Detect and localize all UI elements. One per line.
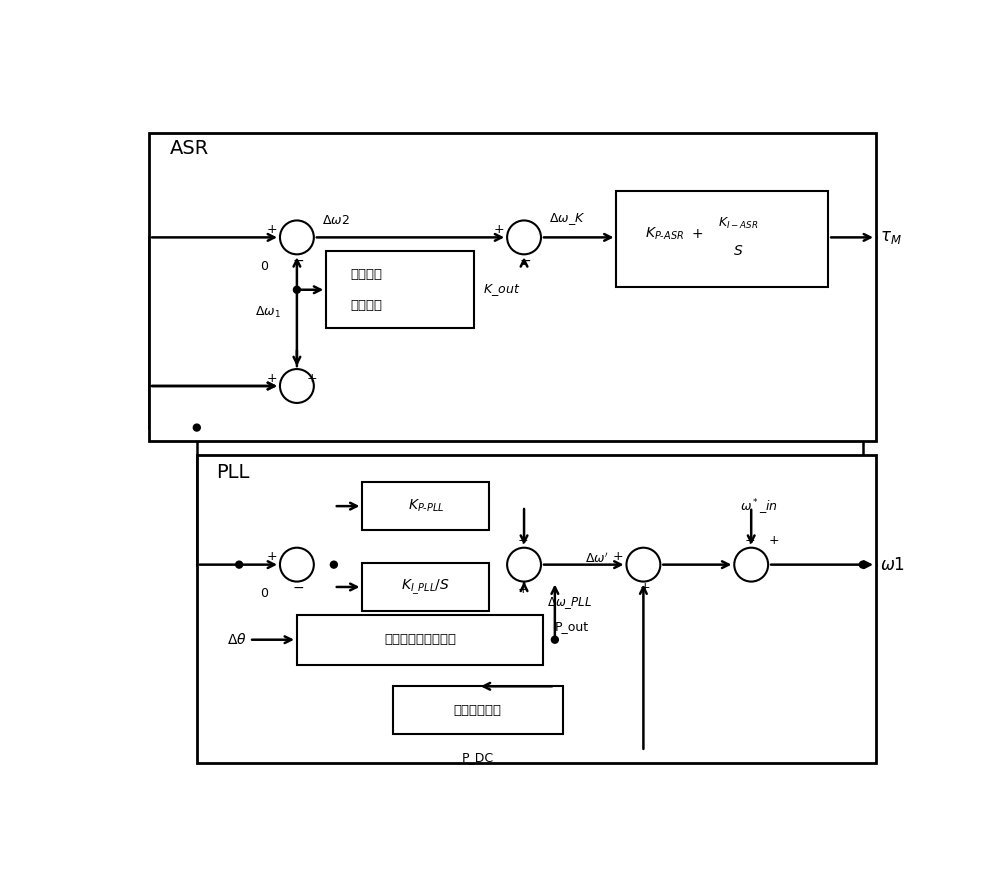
Circle shape [734,548,768,581]
Text: +: + [266,551,277,564]
Circle shape [551,636,558,643]
Circle shape [626,548,660,581]
Text: −: − [520,254,531,268]
Text: PLL: PLL [216,463,249,482]
FancyBboxPatch shape [197,455,876,763]
Text: $\Delta\omega2$: $\Delta\omega2$ [322,213,349,226]
Circle shape [507,548,541,581]
Text: +: + [613,551,623,564]
Circle shape [236,561,243,568]
Text: −: − [293,254,304,268]
Circle shape [280,369,314,403]
Text: +: + [769,534,780,546]
Text: ASR: ASR [170,139,209,159]
FancyBboxPatch shape [326,251,474,329]
Text: +: + [266,372,277,385]
Text: $\omega^*\_in$: $\omega^*\_in$ [740,498,778,517]
Text: $K_{P\text{-}ASR}$: $K_{P\text{-}ASR}$ [645,226,684,241]
Text: $K_{I-ASR}$: $K_{I-ASR}$ [718,216,758,231]
Text: P_DC: P_DC [462,751,494,764]
Text: $K\_out$: $K\_out$ [483,282,521,298]
Text: −: − [293,581,304,595]
Text: +: + [266,223,277,236]
Text: 提取算法: 提取算法 [350,299,382,312]
Circle shape [280,548,314,581]
Circle shape [293,286,300,293]
FancyBboxPatch shape [362,482,489,530]
Circle shape [859,561,866,568]
FancyBboxPatch shape [297,615,543,665]
Text: 提取直流成分: 提取直流成分 [454,704,502,716]
Circle shape [280,220,314,255]
Text: $\tau_M$: $\tau_M$ [880,228,902,247]
Text: +: + [640,581,650,595]
Text: +: + [744,534,755,546]
FancyBboxPatch shape [616,191,828,287]
FancyBboxPatch shape [393,686,563,734]
Text: +: + [307,372,318,385]
Text: $K_{I\_PLL}/S$: $K_{I\_PLL}/S$ [401,577,450,596]
Text: 0: 0 [261,588,269,600]
Text: $\Delta\theta$: $\Delta\theta$ [227,633,247,648]
Text: +: + [493,223,504,236]
Text: +: + [517,582,528,596]
FancyBboxPatch shape [149,133,876,441]
Text: $K_{P\text{-}PLL}$: $K_{P\text{-}PLL}$ [408,498,444,515]
Text: $\Delta\omega'$: $\Delta\omega'$ [585,552,609,566]
FancyBboxPatch shape [362,563,489,611]
Text: +: + [517,534,528,546]
Text: P_out: P_out [555,619,589,633]
Text: 0: 0 [261,260,269,273]
Text: 速度波动: 速度波动 [350,268,382,281]
Text: $+$: $+$ [691,226,703,241]
Text: 轴误差波动滤除算法: 轴误差波动滤除算法 [384,633,456,647]
Circle shape [507,220,541,255]
Text: $S$: $S$ [733,244,743,258]
Circle shape [193,424,200,431]
Text: $\Delta\omega_1$: $\Delta\omega_1$ [255,306,281,321]
Text: $\Delta\omega\_K$: $\Delta\omega\_K$ [549,211,585,226]
Circle shape [330,561,337,568]
Text: $\Delta\omega\_PLL$: $\Delta\omega\_PLL$ [547,596,592,611]
Text: $\omega1$: $\omega1$ [880,556,905,574]
